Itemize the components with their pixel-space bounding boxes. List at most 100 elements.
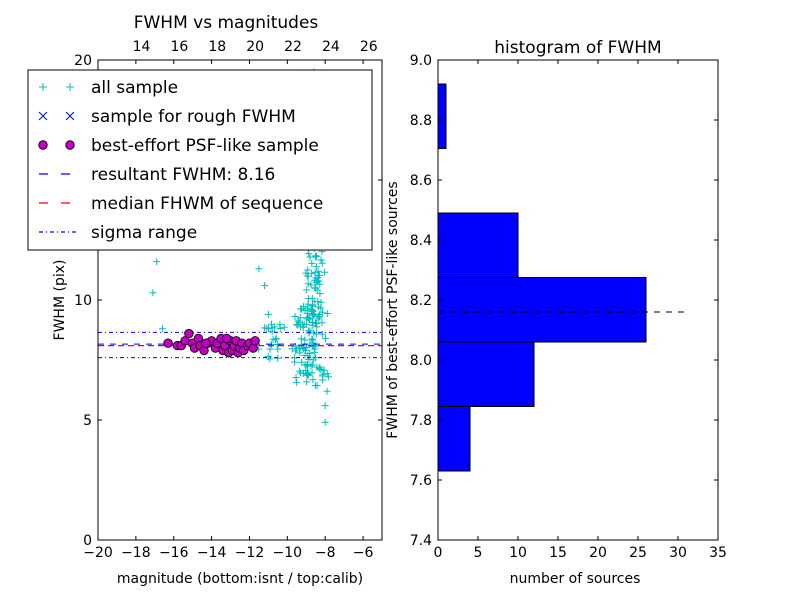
all-sample-point-94: [314, 297, 322, 305]
legend-circle-marker-1: [65, 140, 75, 150]
legend-x-marker-0: [38, 111, 48, 121]
hist-y-tick-label: 7.4: [410, 533, 432, 549]
all-sample-point-17: [316, 290, 324, 298]
all-sample-point-206: [307, 305, 315, 313]
left-y-axis-label: FWHM (pix): [52, 260, 68, 341]
all-sample-point-242: [299, 323, 307, 331]
all-sample-point-259: [313, 323, 321, 331]
top-x-tick-label: 16: [170, 39, 188, 55]
all-sample-point-221: [293, 321, 301, 329]
x-tick-label: −10: [273, 545, 303, 561]
x-tick-label: −8: [315, 545, 336, 561]
all-sample-point-219: [313, 363, 321, 371]
all-sample-point-195: [302, 370, 310, 378]
hist-y-tick-label: 8.2: [410, 293, 432, 309]
all-sample-point-100: [317, 256, 325, 264]
x-tick-label: −20: [83, 545, 113, 561]
all-sample-point-282: [280, 323, 288, 331]
histogram-bar-2: [437, 277, 647, 343]
legend: all sample sample for rough FWHM best-effo…: [27, 69, 373, 251]
all-sample-point-170: [323, 370, 331, 378]
x-tick-label: −12: [235, 545, 265, 561]
all-sample-point-275: [264, 325, 272, 333]
all-sample-point-253: [320, 366, 328, 374]
all-sample-point-168: [317, 304, 325, 312]
legend-label-sigma: sigma range: [91, 223, 197, 243]
y-tick-label: 20: [74, 53, 92, 69]
all-sample-point-240: [304, 304, 312, 312]
all-sample-point-235: [305, 315, 313, 323]
all-sample-point-209: [297, 341, 305, 349]
all-sample-point-191: [309, 311, 317, 319]
all-sample-point-64: [311, 269, 319, 277]
legend-label-rough: sample for rough FWHM: [91, 107, 296, 127]
legend-label-median: median FHWM of sequence: [91, 194, 323, 214]
all-sample-point-9: [323, 387, 331, 395]
all-sample-point-236: [292, 374, 300, 382]
x-tick-label: −16: [159, 545, 189, 561]
hist-x-tick-label: 10: [509, 545, 527, 561]
legend-label-psf: best-effort PSF-like sample: [91, 136, 319, 156]
all-sample-point-184: [291, 313, 299, 321]
right-x-axis-label: number of sources: [510, 571, 641, 587]
all-sample-point-4: [261, 282, 269, 290]
all-sample-point-200: [322, 334, 330, 342]
hist-x-tick-label: 0: [434, 545, 443, 561]
histogram-bar-5: [437, 83, 447, 149]
all-sample-point-281: [268, 324, 276, 332]
all-sample-point-8: [321, 402, 329, 410]
all-sample-point-145: [304, 280, 312, 288]
all-sample-point-190: [308, 335, 316, 343]
legend-circle-marker-0: [38, 140, 48, 150]
top-x-tick-label: 14: [133, 39, 151, 55]
all-sample-point-274: [276, 320, 284, 328]
all-sample-point-231: [291, 358, 299, 366]
all-sample-point-280: [272, 336, 280, 344]
y-tick-label: 0: [83, 533, 92, 549]
all-sample-point-283: [266, 355, 274, 363]
all-sample-point-150: [318, 259, 326, 267]
top-x-tick-label: 24: [322, 39, 340, 55]
hist-x-tick-label: 30: [669, 545, 687, 561]
all-sample-point-223: [303, 370, 311, 378]
all-sample-point-258: [297, 369, 305, 377]
all-sample-point-75: [308, 270, 316, 278]
psf-sample-point-30: [222, 333, 232, 344]
all-sample-point-261: [303, 378, 311, 386]
all-sample-point-21: [312, 252, 320, 260]
hist-y-tick-label: 7.8: [410, 413, 432, 429]
all-sample-point-246: [298, 305, 306, 313]
all-sample-point-228: [303, 360, 311, 368]
histogram-bar-3: [437, 212, 519, 278]
psf-sample-point-4: [184, 328, 194, 339]
psf-sample-point-0: [163, 338, 173, 348]
top-x-tick-label: 26: [360, 39, 378, 55]
all-sample-point-2: [158, 325, 166, 333]
all-sample-point-175: [298, 358, 306, 366]
all-sample-point-135: [313, 286, 321, 294]
y-tick-label: 5: [83, 413, 92, 429]
all-sample-point-163: [324, 373, 332, 381]
histogram-bar-1: [437, 341, 535, 407]
all-sample-point-277: [272, 334, 280, 342]
all-sample-point-215: [316, 313, 324, 321]
all-sample-point-237: [309, 302, 317, 310]
hist-y-tick-label: 8.8: [410, 113, 432, 129]
all-sample-point-244: [307, 362, 315, 370]
all-sample-point-201: [318, 372, 326, 380]
all-sample-point-196: [317, 366, 325, 374]
all-sample-point-234: [318, 319, 326, 327]
legend-label-all: all sample: [91, 78, 178, 98]
all-sample-point-198: [304, 314, 312, 322]
right-y-axis-label: FWHM of best-effort PSF-like sources: [385, 181, 401, 438]
all-sample-point-0: [153, 258, 161, 266]
x-tick-label: −18: [121, 545, 151, 561]
legend-plus-marker-1: [66, 83, 74, 91]
legend-box: [27, 69, 373, 251]
all-sample-point-106: [320, 268, 328, 276]
all-sample-point-224: [303, 344, 311, 352]
hist-x-tick-label: 35: [709, 545, 727, 561]
x-tick-label: −14: [197, 545, 227, 561]
x-tick-label: −6: [353, 545, 374, 561]
all-sample-point-7: [321, 418, 329, 426]
